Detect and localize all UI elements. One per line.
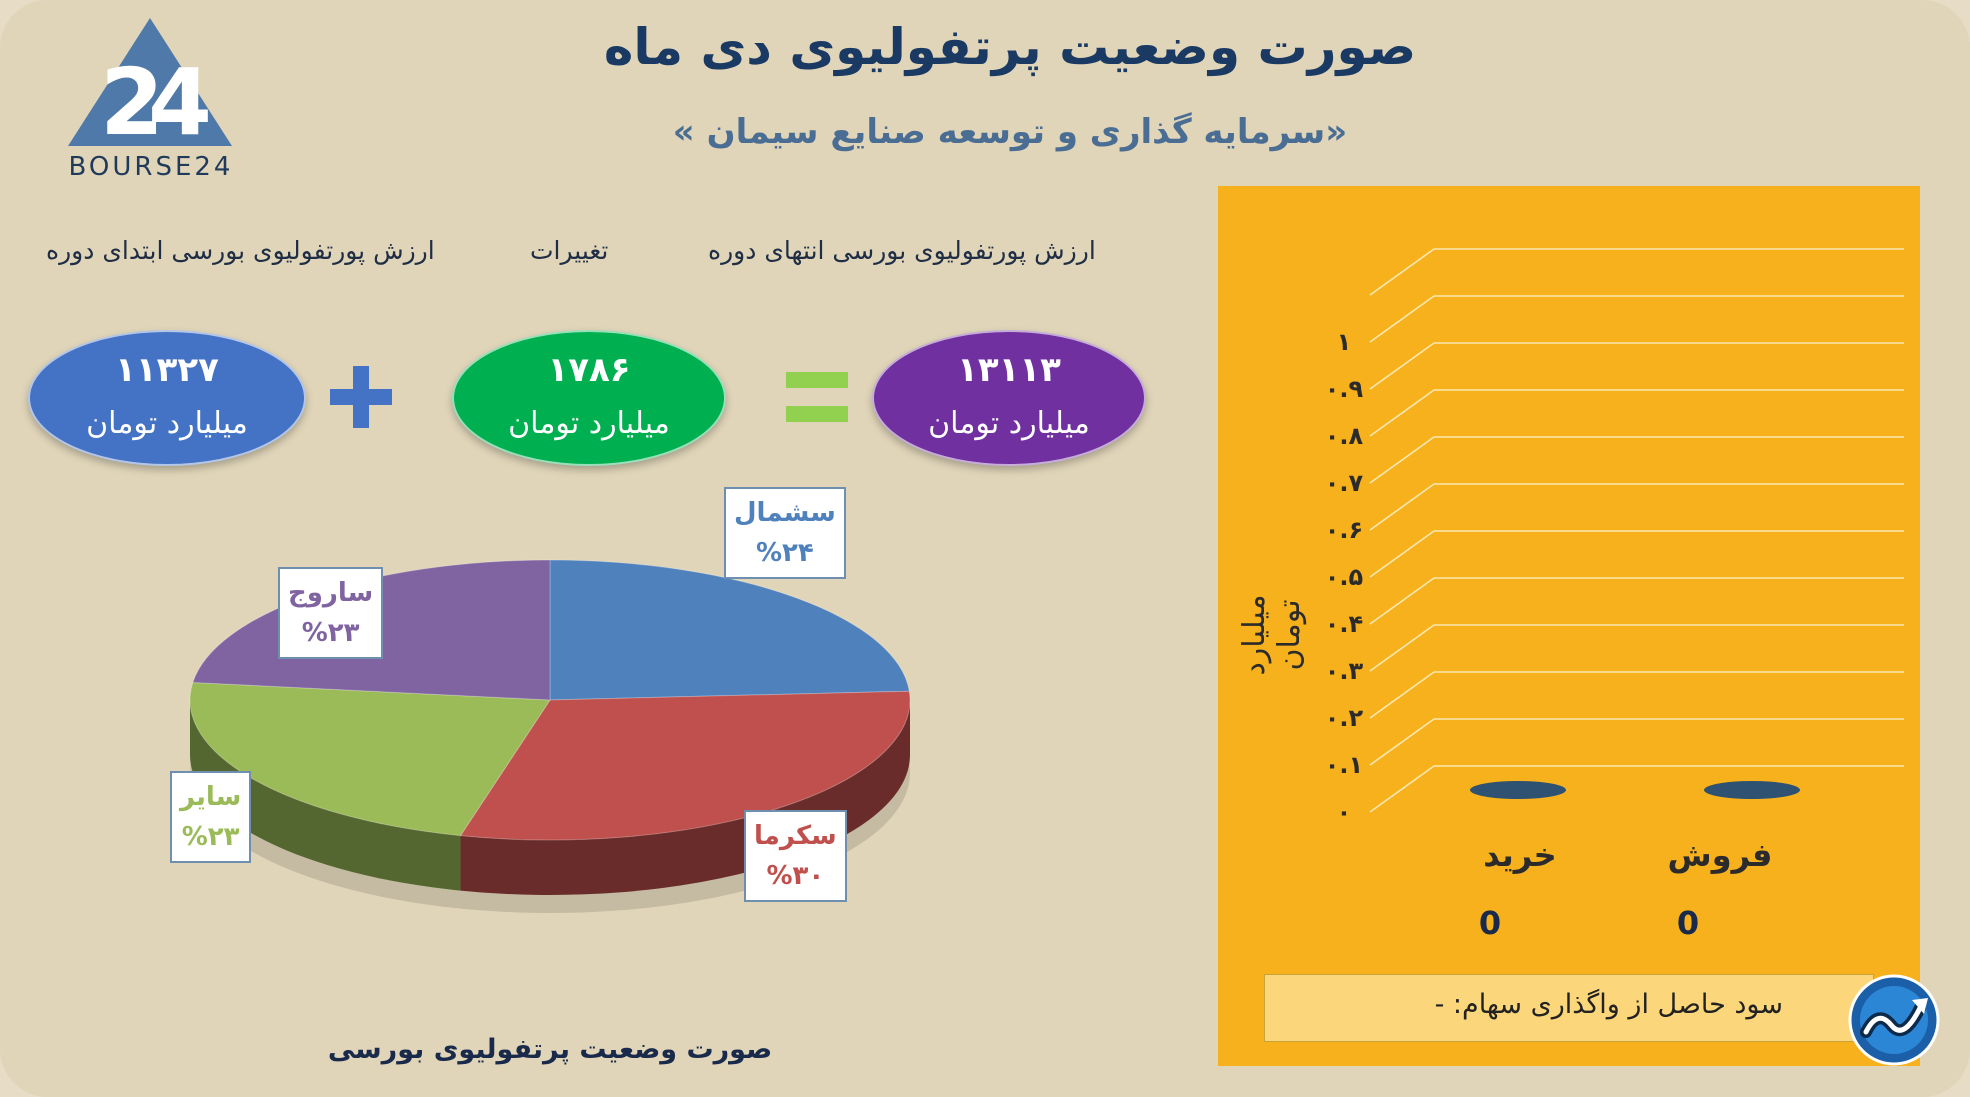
start-value: ۱۱۳۲۷: [115, 350, 219, 390]
bar-chart-ylabel: میلیارد تومان: [1237, 594, 1307, 676]
gridline-3: [1369, 624, 1904, 672]
bourse24-logo: 2 4: [68, 18, 232, 156]
callout-label-skerma: سکرما: [754, 821, 837, 851]
value-label-sell: 0: [1676, 904, 1700, 942]
ytick-6: ۰.۶: [1325, 516, 1363, 544]
bar-1: [1704, 781, 1800, 799]
end-value-header: ارزش پورتفولیوی بورسی انتهای دوره: [708, 236, 1096, 265]
gridline-9: [1369, 342, 1904, 390]
pie-slice-1: [459, 690, 911, 841]
end-value: ۱۳۱۱۳: [957, 350, 1061, 390]
change-value: ۱۷۸۶: [547, 350, 631, 390]
callout-sarooj: ساروج %۲۳: [278, 567, 384, 659]
bar-0: [1470, 781, 1566, 799]
change-header: تغییرات: [530, 236, 609, 265]
callout-label-sarooj: ساروج: [288, 578, 374, 608]
ytick-1: ۰.۱: [1325, 751, 1363, 779]
start-value-header: ارزش پورتفولیوی بورسی ابتدای دوره: [46, 236, 435, 265]
callout-skerma: سکرما %۳۰: [744, 810, 847, 902]
ytick-8: ۰.۸: [1325, 422, 1364, 450]
gridline-10: [1369, 295, 1904, 343]
gridline-0: [1369, 765, 1904, 813]
page-subtitle: «سرمایه گذاری و توسعه صنایع سیمان »: [672, 112, 1348, 152]
change-oval: ۱۷۸۶ میلیارد تومان: [452, 330, 726, 466]
pie-chart-title: صورت وضعیت پرتفولیوی بورسی: [327, 1034, 773, 1065]
gridline-1: [1369, 718, 1904, 766]
equals-icon: [786, 372, 848, 422]
plus-icon: [330, 366, 392, 428]
callout-value-sshamal: %۲۴: [755, 538, 814, 568]
pie-slice-2: [189, 681, 551, 837]
ytick-2: ۰.۲: [1325, 704, 1364, 732]
page-title: صورت وضعیت پرتفولیوی دی ماه: [603, 18, 1417, 76]
ytick-5: ۰.۵: [1325, 563, 1363, 591]
ytick-7: ۰.۷: [1325, 469, 1364, 497]
change-unit: میلیارد تومان: [508, 406, 670, 441]
callout-value-skerma: %۳۰: [766, 861, 825, 891]
trend-up-icon: [1848, 974, 1940, 1066]
start-unit: میلیارد تومان: [86, 406, 248, 441]
ytick-3: ۰.۳: [1325, 657, 1364, 685]
svg-text:4: 4: [148, 49, 212, 156]
ytick-0: ۰: [1337, 798, 1352, 826]
category-buy: خرید: [1483, 836, 1557, 874]
end-value-oval: ۱۳۱۱۳ میلیارد تومان: [872, 330, 1146, 466]
start-value-oval: ۱۱۳۲۷ میلیارد تومان: [28, 330, 306, 466]
ytick-4: ۰.۴: [1325, 610, 1363, 638]
gridline-8: [1369, 389, 1904, 437]
gridline-top-a: [1369, 248, 1435, 296]
callout-label-sshamal: سشمال: [734, 498, 836, 528]
pie-slice-0: [549, 559, 910, 701]
ytick-9: ۰.۹: [1325, 375, 1364, 403]
pie-side-2: [190, 700, 461, 891]
gridline-6: [1369, 483, 1904, 531]
callout-value-sarooj: %۲۳: [301, 618, 360, 648]
gridline-7: [1369, 436, 1904, 484]
svg-text:2: 2: [100, 49, 164, 156]
logo-text: BOURSE24: [68, 152, 234, 182]
ytick-10: ۱: [1337, 328, 1352, 356]
callout-value-sayer: %۲۳: [181, 822, 240, 852]
callout-label-sayer: سایر: [180, 782, 242, 812]
gridline-2: [1369, 671, 1904, 719]
value-label-buy: 0: [1478, 904, 1502, 942]
gridline-4: [1369, 577, 1904, 625]
trade-panel: [1218, 186, 1920, 1066]
callout-sayer: سایر %۲۳: [170, 771, 252, 863]
profit-note: سود حاصل از واگذاری سهام: -: [1264, 974, 1874, 1042]
end-unit: میلیارد تومان: [928, 406, 1090, 441]
category-sell: فروش: [1667, 836, 1773, 874]
callout-sshamal: سشمال %۲۴: [724, 487, 846, 579]
gridline-5: [1369, 530, 1904, 578]
